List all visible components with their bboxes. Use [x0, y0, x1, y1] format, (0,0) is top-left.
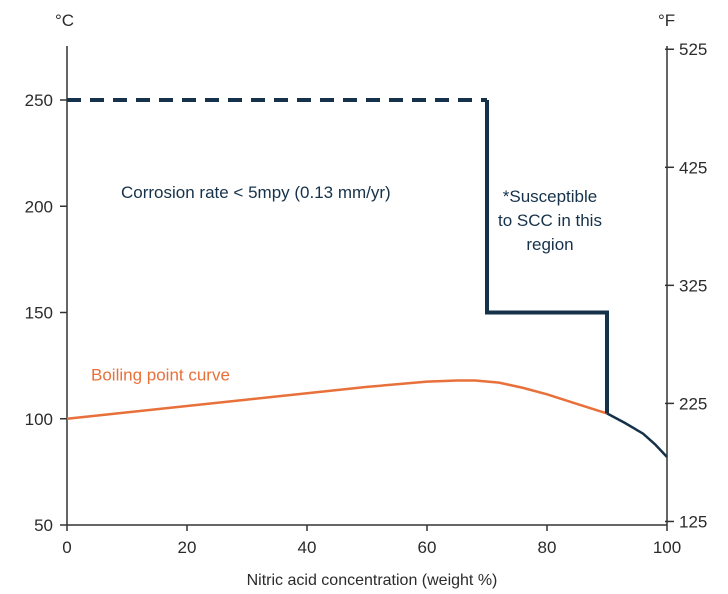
series-boiling-point-curve-upper-range — [606, 412, 668, 458]
x-tick-label: 80 — [538, 538, 557, 557]
y-right-tick-label: 125 — [679, 512, 707, 531]
series-limit-boundary-solid — [485, 100, 609, 414]
x-tick-label: 60 — [418, 538, 437, 557]
y-left-unit-label: °C — [55, 11, 74, 30]
y-right-unit-label: °F — [658, 11, 675, 30]
annotation-line: region — [526, 235, 573, 254]
y-right-tick-label: 225 — [679, 394, 707, 413]
y-left-tick-label: 250 — [25, 91, 53, 110]
y-right-tick-label: 525 — [679, 40, 707, 59]
y-left-tick-label: 150 — [25, 304, 53, 323]
axes: °C °F 50 100 150 200 250 125 225 325 425 525 0 20 40 60… — [25, 11, 708, 589]
y-left-tick-label: 50 — [34, 516, 53, 535]
y-right-tick-label: 425 — [679, 158, 707, 177]
x-tick-label: 20 — [178, 538, 197, 557]
annotation-line: to SCC in this — [498, 211, 602, 230]
y-right-tick-label: 325 — [679, 276, 707, 295]
x-tick-label: 100 — [653, 538, 681, 557]
annotation-line: *Susceptible — [503, 187, 598, 206]
x-tick-label: 40 — [298, 538, 317, 557]
annotation-layer: Corrosion rate < 5mpy (0.13 mm/yr) *Susce… — [91, 183, 602, 385]
annotation-corrosion-rate: Corrosion rate < 5mpy (0.13 mm/yr) — [121, 183, 391, 202]
y-left-tick-label: 200 — [25, 197, 53, 216]
annotation-scc-region: *Susceptible to SCC in this region — [498, 187, 602, 254]
series-layer — [66, 98, 668, 458]
series-boiling-point-curve — [66, 379, 608, 421]
x-tick-label: 0 — [62, 538, 71, 557]
annotation-boiling-point: Boiling point curve — [91, 366, 230, 385]
y-left-tick-label: 100 — [25, 410, 53, 429]
x-axis-label: Nitric acid concentration (weight %) — [247, 572, 498, 589]
